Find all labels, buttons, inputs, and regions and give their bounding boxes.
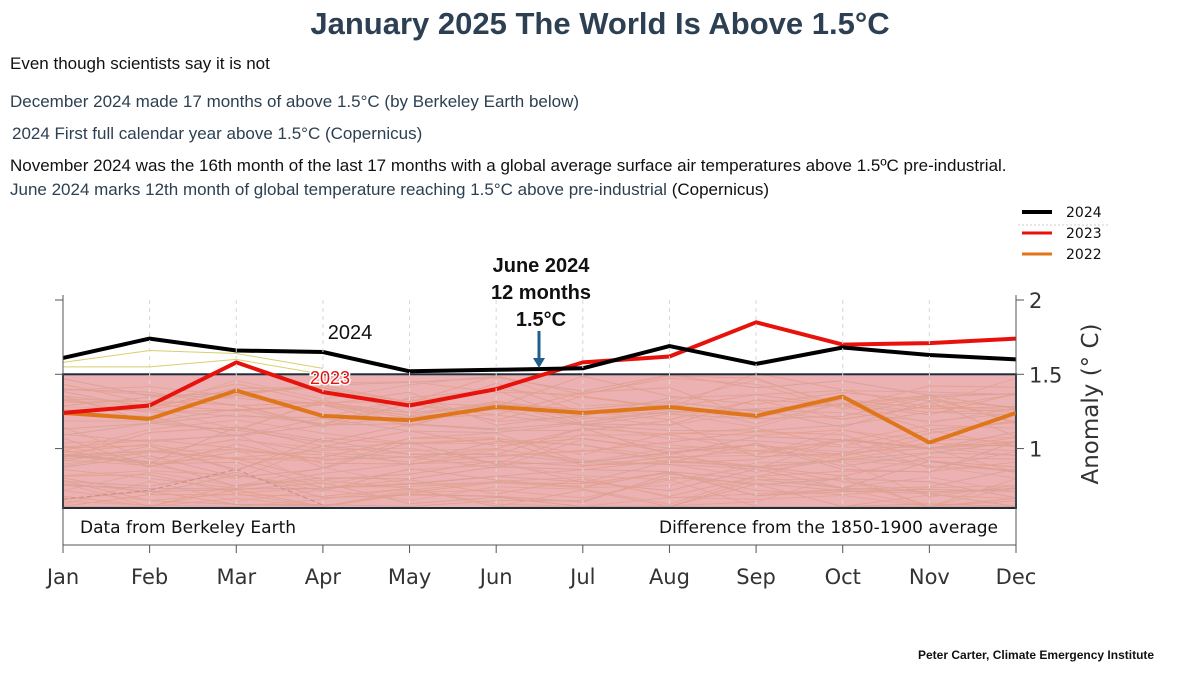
historical-year-line xyxy=(62,350,323,369)
subtitle-note-2: December 2024 made 17 months of above 1.… xyxy=(10,92,580,111)
callout-line: June 2024 xyxy=(493,255,591,277)
anomaly-chart: Jan Feb Mar Apr May Jun Jul Aug Sep Oct Nov Dec 1 1.5… xyxy=(45,205,1110,589)
series-line-2023 xyxy=(62,320,1017,415)
x-tick-label: Mar xyxy=(216,565,256,589)
historical-year-line xyxy=(63,358,323,375)
x-tick-label: Sep xyxy=(736,565,776,589)
callout-line: 12 months xyxy=(491,282,591,304)
subtitle-note-1: Even though scientists say it is not xyxy=(10,54,270,73)
subtitle-note-5-text: June 2024 marks 12th month of global tem… xyxy=(10,180,667,199)
callout-arrow-head xyxy=(533,358,545,368)
chart-axes: Jan Feb Mar Apr May Jun Jul Aug Sep Oct Nov Dec 1 1.5… xyxy=(45,289,1104,589)
y-tick-label: 1 xyxy=(1029,438,1042,462)
y-tick-label: 1.5 xyxy=(1029,363,1062,387)
source-left-note: Data from Berkeley Earth xyxy=(80,518,296,538)
x-tick-label: Oct xyxy=(825,565,861,589)
above-1-5-band xyxy=(62,373,1017,509)
page-title: January 2025 The World Is Above 1.5°C xyxy=(310,6,890,41)
subtitle-note-5-source: (Copernicus) xyxy=(671,180,770,199)
label-2023: 2023 xyxy=(310,368,350,388)
x-tick-label: Nov xyxy=(909,565,950,589)
label-2024: 2024 xyxy=(328,322,373,344)
subtitle-note-5: June 2024 marks 12th month of global tem… xyxy=(10,180,769,200)
source-right-note: Difference from the 1850-1900 average xyxy=(659,518,998,538)
highlighted-year-lines xyxy=(62,320,1017,445)
chart-annotations: 2024 2023 June 2024 12 months 1.5°C Data from… xyxy=(80,255,998,538)
y-tick-label: 2 xyxy=(1029,289,1042,313)
chart-legend: 2024 2023 2022 xyxy=(1018,205,1110,263)
legend-label-2023: 2023 xyxy=(1066,226,1102,242)
credit-text: Peter Carter, Climate Emergency Institut… xyxy=(918,648,1155,662)
y-axis-label: Anomaly (° C) xyxy=(1078,323,1104,484)
subtitle-note-4: November 2024 was the 16th month of the … xyxy=(10,156,1007,175)
legend-label-2024: 2024 xyxy=(1066,205,1102,221)
legend-label-2022: 2022 xyxy=(1066,247,1102,263)
x-tick-label: Jul xyxy=(568,565,595,589)
x-tick-label: Aug xyxy=(649,565,690,589)
series-line-2022 xyxy=(62,388,1017,445)
x-tick-label: Dec xyxy=(996,565,1037,589)
x-tick-label: Jun xyxy=(478,565,513,589)
x-tick-label: Apr xyxy=(305,565,342,589)
callout-line: 1.5°C xyxy=(516,309,566,331)
subtitle-note-3: 2024 First full calendar year above 1.5°… xyxy=(12,124,423,143)
x-tick-label: May xyxy=(388,565,431,589)
x-tick-label: Jan xyxy=(45,565,79,589)
x-tick-label: Feb xyxy=(131,565,168,589)
series-line-2024 xyxy=(62,336,1017,374)
